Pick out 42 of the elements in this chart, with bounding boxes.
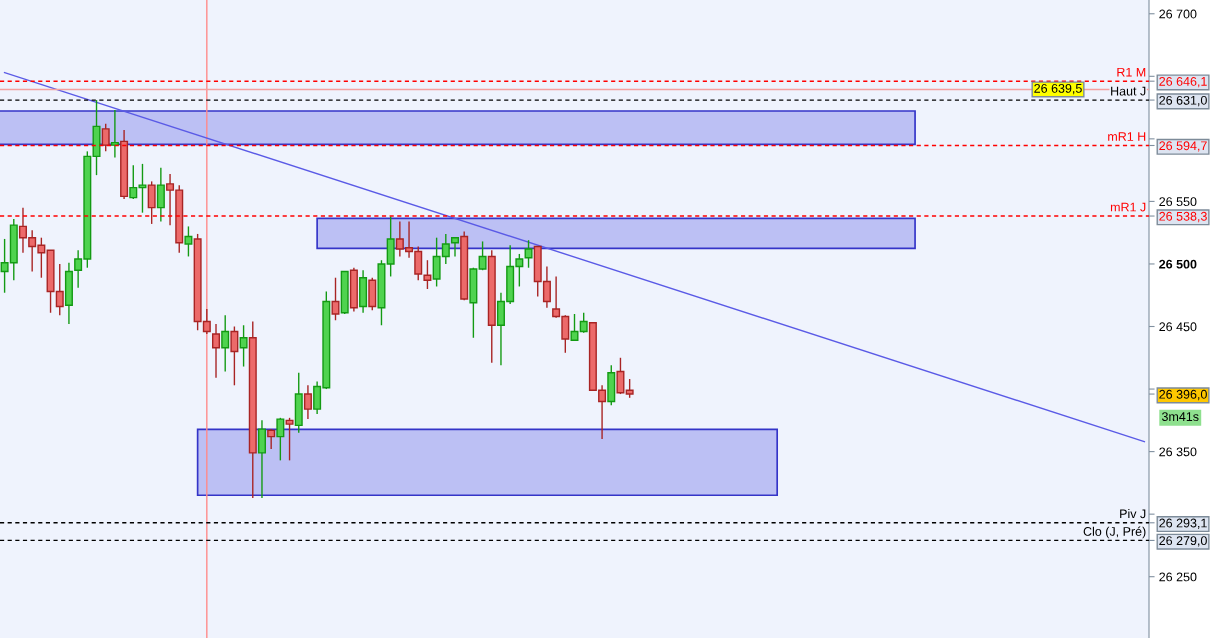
y-tick-label: 26 538,3 bbox=[1159, 211, 1207, 223]
candlestick bbox=[212, 323, 221, 379]
y-tick-label: 26 500 bbox=[1159, 259, 1197, 269]
candlestick bbox=[239, 324, 248, 368]
candlestick bbox=[156, 166, 165, 223]
candlestick bbox=[110, 109, 119, 159]
candlestick bbox=[184, 225, 193, 258]
ref-line-label: Clo (J, Pré) bbox=[1083, 526, 1146, 539]
y-tick-label: 26 450 bbox=[1159, 322, 1197, 332]
y-tick-label: 26 350 bbox=[1159, 447, 1197, 457]
candlestick bbox=[257, 419, 266, 499]
candlestick bbox=[267, 428, 276, 450]
candlestick bbox=[147, 180, 156, 225]
ref-line-label: Haut J bbox=[1111, 86, 1146, 96]
y-tick-label: 26 700 bbox=[1159, 9, 1197, 19]
y-tick-label: 26 293,1 bbox=[1159, 518, 1207, 529]
text: 3m41s bbox=[1161, 412, 1199, 422]
y-tick-label: 26 594,7 bbox=[1159, 141, 1207, 152]
y-tick-label: 26 396,0 bbox=[1159, 389, 1207, 401]
candlestick bbox=[101, 123, 110, 153]
y-tick-label: 26 550 bbox=[1159, 197, 1197, 207]
candlestick bbox=[478, 240, 487, 271]
candlestick bbox=[303, 384, 312, 420]
y-tick-label: 26 250 bbox=[1159, 572, 1197, 582]
ref-line-label: mR1 J bbox=[1110, 202, 1146, 212]
ref-line-label: R1 M bbox=[1117, 67, 1146, 77]
ref-line-label: Piv J bbox=[1120, 509, 1146, 519]
candlestick bbox=[331, 277, 340, 321]
candlestick bbox=[230, 325, 239, 386]
ref-line-label: 26 639,5 bbox=[1034, 83, 1082, 95]
candlestick bbox=[524, 239, 533, 269]
candlestick bbox=[221, 314, 230, 373]
candlestick bbox=[285, 417, 294, 462]
y-tick-label: 26 279,0 bbox=[1159, 536, 1207, 547]
candlestick bbox=[450, 236, 460, 258]
candlestick bbox=[625, 378, 634, 399]
candlestick bbox=[276, 417, 285, 462]
ref-line-label: mR1 H bbox=[1108, 132, 1146, 141]
candlestick bbox=[423, 259, 432, 290]
y-tick-label: 26 646,1 bbox=[1159, 76, 1207, 88]
candlestick bbox=[616, 357, 625, 395]
y-tick-label: 26 631,0 bbox=[1159, 95, 1207, 107]
